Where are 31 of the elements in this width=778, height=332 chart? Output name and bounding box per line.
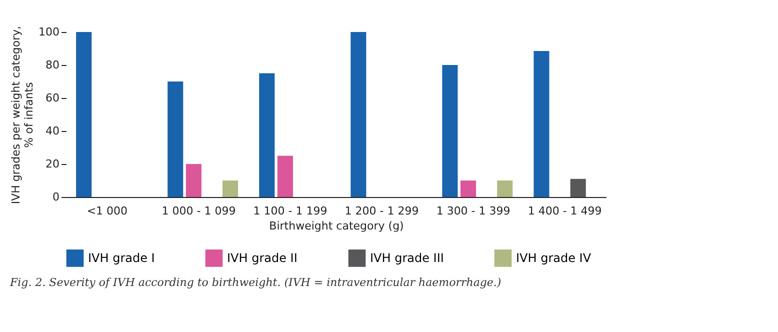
y-tick-label: 20	[46, 158, 60, 170]
y-axis-title: IVH grades per weight category, % of infants	[10, 26, 36, 204]
bar	[277, 156, 293, 197]
bar	[534, 50, 550, 197]
bar	[497, 180, 513, 197]
bar	[259, 73, 275, 197]
x-tick-label: 1 300 - 1 399	[436, 204, 510, 218]
bar	[76, 32, 92, 197]
y-tick-label: 100	[38, 26, 60, 38]
legend-label: IVH grade III	[370, 251, 444, 266]
legend-label: IVH grade IV	[516, 251, 592, 266]
y-tick-label: 40	[46, 124, 60, 138]
x-tick-label: 1 000 - 1 099	[162, 204, 236, 218]
bar	[222, 180, 238, 197]
bar	[442, 65, 458, 197]
x-tick-label: 1 400 - 1 499	[528, 204, 602, 218]
x-axis-title: Birthweight category (g)	[269, 220, 404, 232]
bar	[168, 82, 184, 197]
legend-label: IVH grade II	[227, 251, 298, 266]
y-tick-label: 0	[52, 190, 60, 204]
bar	[350, 32, 366, 197]
x-tick-label: 1 100 - 1 199	[253, 204, 328, 218]
x-tick-label: <1 000	[86, 204, 128, 218]
y-tick-label: 80	[46, 58, 60, 72]
bar	[570, 178, 586, 197]
caption: Fig. 2. Severity of IVH according to birthweight. (IVH = intraventricular haemorrhage.)	[9, 276, 502, 289]
legend-label: IVH grade I	[88, 251, 155, 266]
y-tick-label: 60	[46, 92, 60, 104]
bar	[186, 164, 202, 197]
x-tick-label: 1 200 - 1 299	[344, 204, 419, 218]
bar	[460, 180, 476, 197]
